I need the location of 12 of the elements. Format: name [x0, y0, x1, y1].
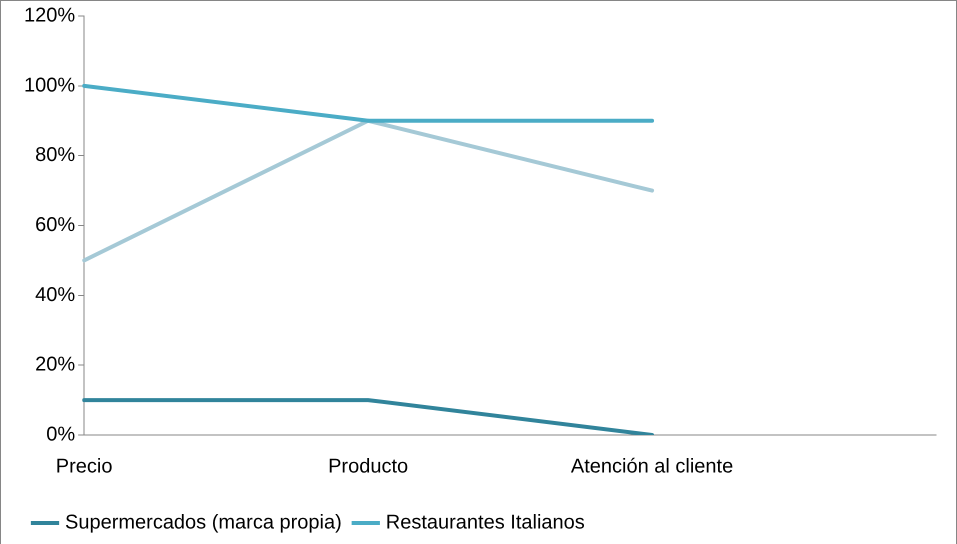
x-tick-label: Producto	[328, 456, 408, 478]
y-tick-label: 100%	[24, 74, 76, 96]
y-tick-label: 0%	[46, 424, 76, 446]
y-tick-label: 20%	[35, 354, 76, 376]
legend-label: Supermercados (marca propia)	[65, 512, 342, 534]
x-tick-label: Precio	[56, 456, 113, 478]
y-tick-label: 80%	[35, 144, 76, 166]
y-tick-label: 120%	[24, 4, 76, 27]
y-tick-label: 60%	[35, 214, 76, 236]
x-tick-label: Atención al cliente	[570, 456, 734, 478]
y-tick-label: 40%	[35, 284, 76, 306]
legend-label: Restaurantes Italianos	[386, 512, 585, 534]
